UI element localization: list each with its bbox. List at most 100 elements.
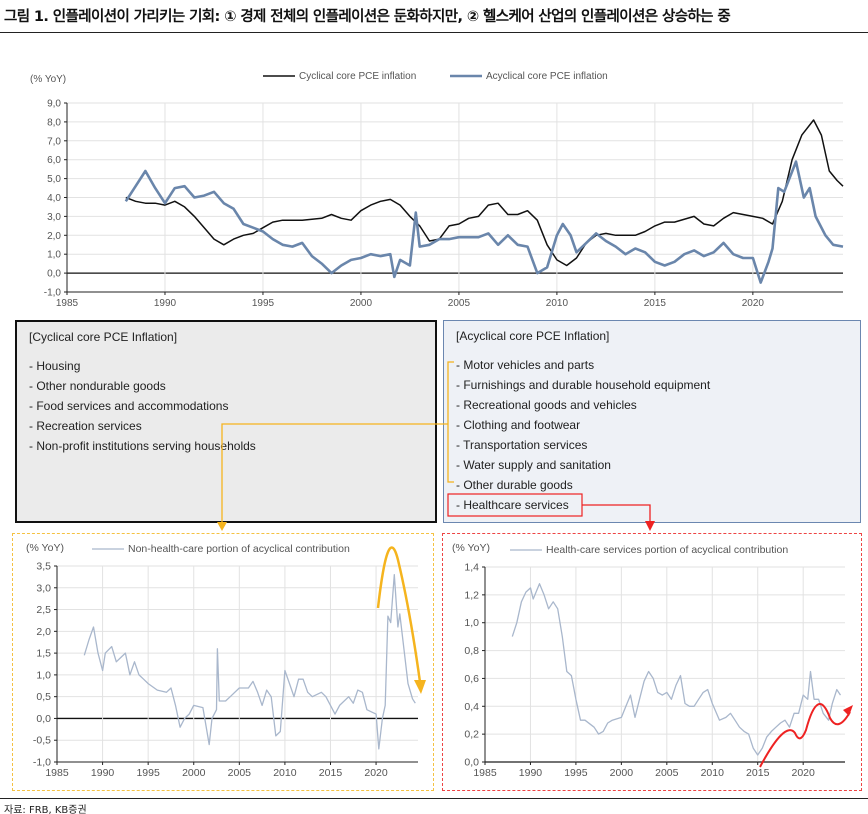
y-tick-label: 2,0 [47,231,61,242]
figure-title: 그림 1. 인플레이션이 가리키는 기회: ① 경제 전체의 인플레이션은 둔화… [4,9,731,25]
x-tick-label: 1995 [564,767,588,779]
y-axis-label: (% YoY) [452,542,490,554]
y-tick-label: 2,0 [36,626,51,638]
y-tick-label: 4,0 [47,193,61,204]
orange-trend-arrow [376,546,422,683]
list-item: Recreation services [29,418,256,438]
x-tick-label: 2015 [746,767,770,779]
y-tick-label: 0,5 [36,691,51,703]
y-tick-label: 0,0 [36,713,51,725]
list-item: Non-profit institutions serving househol… [29,438,255,458]
y-axis-label: (% YoY) [26,542,64,554]
x-tick-label: 2005 [228,767,252,779]
acyclical-box: [Acyclical core PCE Inflation] Motor veh… [443,320,861,523]
healthcare-panel [442,533,862,791]
y-tick-label: 1,0 [464,617,479,629]
legend-label: Acyclical core PCE inflation [486,71,608,82]
x-tick-label: 2005 [448,298,471,309]
y-tick-label: 0,8 [464,645,479,657]
x-tick-label: 2020 [742,298,765,309]
y-tick-label: 0,0 [464,757,479,769]
x-tick-label: 1995 [136,767,160,779]
list-item: Transportation services [456,437,710,457]
x-tick-label: 2020 [792,767,816,779]
acyclical-list: Motor vehicles and parts Furnishings and… [456,357,710,517]
x-tick-label: 2015 [319,767,343,779]
y-tick-label: 3,0 [47,212,61,223]
y-tick-label: 1,2 [464,589,479,601]
x-tick-label: 1995 [252,298,275,309]
series-line-0 [83,574,416,750]
x-tick-label: 2020 [364,767,388,779]
y-tick-label: 7,0 [47,136,61,147]
orange-bracket [447,361,454,483]
list-item: Motor vehicles and parts [456,357,710,377]
x-tick-label: 1985 [56,298,79,309]
acyclical-box-header: [Acyclical core PCE Inflation] [456,329,610,343]
y-tick-label: 0,4 [464,701,479,713]
cyclical-list: Housing Other nondurable goods Food serv… [29,358,256,458]
y-tick-label: 2,5 [36,604,51,616]
chart-1: -1,0 -0,5 0,0 0,5 1,0 1,5 2,0 2,5 3,0 3,5 1985 1990… [26,542,418,779]
y-tick-label: 8,0 [47,117,61,128]
red-arrowhead-icon [645,521,655,531]
y-tick-label: 0,0 [47,269,61,280]
list-item: Housing [29,358,256,378]
list-item: Furnishings and durable household equipm… [456,377,710,397]
x-tick-label: 2010 [546,298,569,309]
x-tick-label: 2005 [655,767,679,779]
y-tick-label: 5,0 [47,174,61,185]
x-tick-label: 1990 [91,767,115,779]
x-tick-label: 1985 [45,767,69,779]
non-healthcare-panel [12,533,434,791]
x-tick-label: 2000 [350,298,373,309]
healthcare-highlight-box [447,493,583,517]
cyclical-box: [Cyclical core PCE Inflation] Housing Ot… [15,320,437,523]
series-line-1 [124,160,844,284]
title-rule [0,32,868,33]
y-tick-label: 3,0 [36,582,51,594]
y-tick-label: 0,2 [464,729,479,741]
x-tick-label: 2000 [610,767,634,779]
list-item-healthcare: Healthcare services [456,497,710,517]
red-connector [582,504,651,524]
chart-2: 0,0 0,2 0,4 0,6 0,8 1,0 1,2 1,4 1985 1990 1995 2000… [452,542,845,779]
y-tick-label: 1,0 [36,669,51,681]
x-tick-label: 1990 [154,298,177,309]
list-item: Other durable goods [456,477,710,497]
x-tick-label: 1985 [473,767,497,779]
list-item: Clothing and footwear [456,417,710,437]
orange-trend-arrowhead-icon [414,680,426,694]
y-tick-label: -1,0 [44,288,62,299]
x-tick-label: 2010 [273,767,297,779]
legend-label: Cyclical core PCE inflation [299,71,416,82]
x-tick-label: 2015 [644,298,667,309]
x-tick-label: 2010 [701,767,725,779]
list-item: Recreational goods and vehicles [456,397,710,417]
red-trend-arrowhead-icon [843,705,853,716]
x-tick-label: 2000 [182,767,206,779]
footer-rule [0,798,868,799]
series-line-0 [125,119,844,267]
legend-label: Non-health-care portion of acyclical con… [128,543,350,555]
source-note: 자료: FRB, KB증권 [4,805,87,814]
list-item: Food services and accommodations [29,398,256,418]
red-trend-arrow [759,703,851,768]
list-item: Other nondurable goods [29,378,256,398]
list-item: Water supply and sanitation [456,457,710,477]
orange-arrowhead-icon [217,522,227,531]
x-tick-label: 1990 [519,767,543,779]
y-tick-label: -1,0 [33,757,51,769]
y-tick-label: -0,5 [33,735,51,747]
chart-0: -1,0 0,0 1,0 2,0 3,0 4,0 5,0 6,0 7,0 8,0 9,0 1985 19… [30,71,844,309]
orange-connector [221,423,448,524]
y-tick-label: 1,4 [464,562,479,574]
y-tick-label: 6,0 [47,155,61,166]
legend-label: Health-care services portion of acyclica… [546,544,788,556]
y-tick-label: 3,5 [36,561,51,573]
y-tick-label: 1,0 [47,250,61,261]
y-tick-label: 1,5 [36,648,51,660]
y-tick-label: 9,0 [47,99,61,110]
